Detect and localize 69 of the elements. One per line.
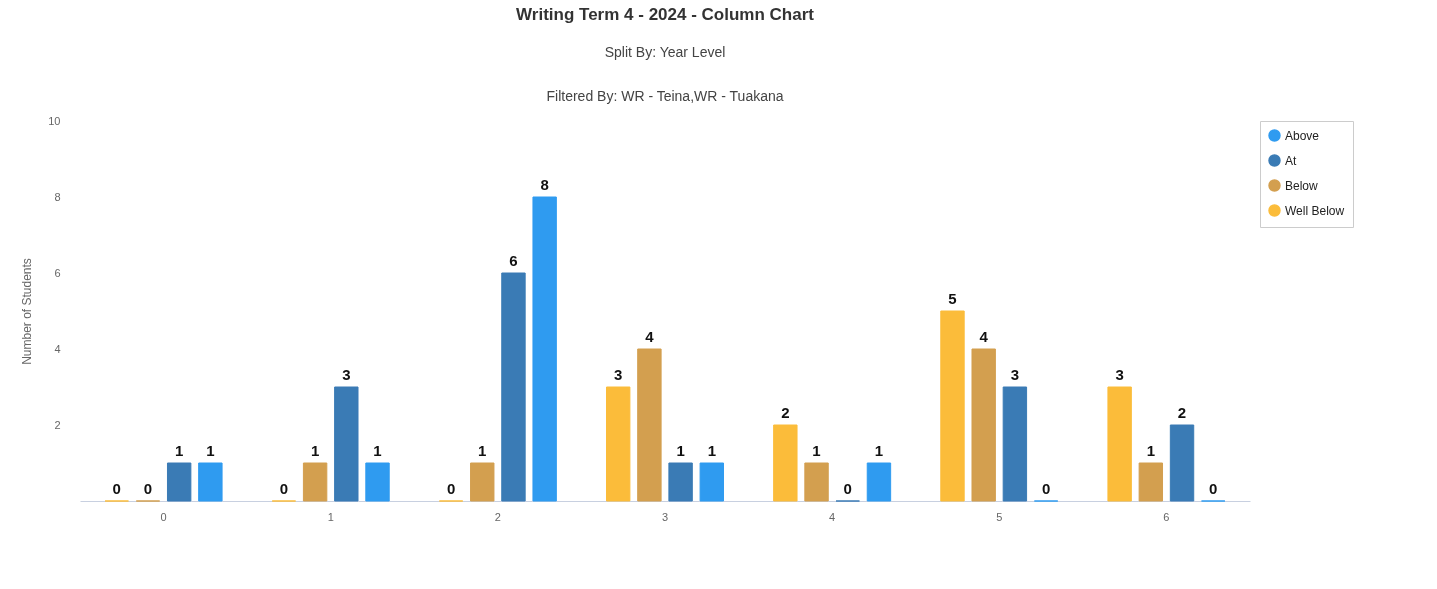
data-label: 1 [206,442,215,459]
bar [1169,424,1195,502]
data-label: 1 [812,442,821,459]
bar [668,462,693,502]
bar [971,348,996,502]
data-label: 3 [614,366,623,383]
legend-label: Below [1285,178,1319,193]
bar [866,462,892,502]
bar [940,310,965,502]
data-label: 2 [781,404,790,421]
bar [1107,386,1132,502]
chart-subtitle: Split By: Year Level [604,44,726,60]
text: Filtered By: WR - Teina,WR - Tuakana [546,88,784,104]
data-label: 3 [1115,366,1124,383]
data-label: 1 [310,442,320,459]
legend-label: Well Below [1285,203,1345,218]
data-label: 4 [645,328,655,345]
data-label: 4 [979,328,989,345]
x-tick-label: 3 [661,510,669,523]
data-label: 5 [948,290,957,307]
x-tick-label: 5 [996,510,1003,523]
data-label: 1 [874,442,884,459]
x-tick-label: 6 [1163,510,1170,523]
bar [532,196,557,502]
bar [198,462,223,502]
bar [334,386,359,502]
bar [302,462,328,502]
x-tick-label: 0 [160,510,167,523]
y-tick-label: 8 [54,190,61,203]
data-label: 6 [509,252,518,269]
bar [699,462,724,502]
y-tick-label: 2 [54,418,61,431]
bar [804,462,829,502]
data-label: 3 [1010,366,1020,383]
bar [365,462,390,502]
bar [1002,386,1028,502]
bar [637,348,662,502]
x-tick-label: 4 [829,510,836,523]
data-label: 0 [1209,480,1218,497]
data-label: 1 [676,442,685,459]
data-label: 0 [279,480,289,497]
data-label: 2 [1177,404,1187,421]
legend-label: At [1285,153,1297,168]
y-tick-label: 10 [48,114,61,127]
data-label: 0 [1041,480,1051,497]
data-label: 0 [843,480,852,497]
legend-label: Above [1285,128,1320,143]
chart-title: Writing Term 4 - 2024 - Column Chart [516,5,815,24]
data-label: 1 [707,442,716,459]
data-label: 1 [1146,442,1155,459]
bar [166,462,192,502]
x-tick-label: 2 [494,510,501,523]
bar [470,462,495,502]
data-label: 0 [112,480,121,497]
y-tick-label: 6 [54,266,61,279]
y-tick-label: 4 [54,342,61,355]
data-label: 1 [373,442,382,459]
data-label: 1 [175,442,184,459]
data-label: 3 [342,366,351,383]
data-label: 0 [143,480,153,497]
y-axis-title: Number of Students [20,258,35,365]
data-label: 0 [446,480,456,497]
bar [773,424,798,502]
bar [606,386,631,502]
x-tick-label: 1 [327,510,334,523]
bar [501,272,526,502]
data-label: 1 [478,442,487,459]
bar [1138,462,1164,502]
data-label: 8 [540,176,549,193]
